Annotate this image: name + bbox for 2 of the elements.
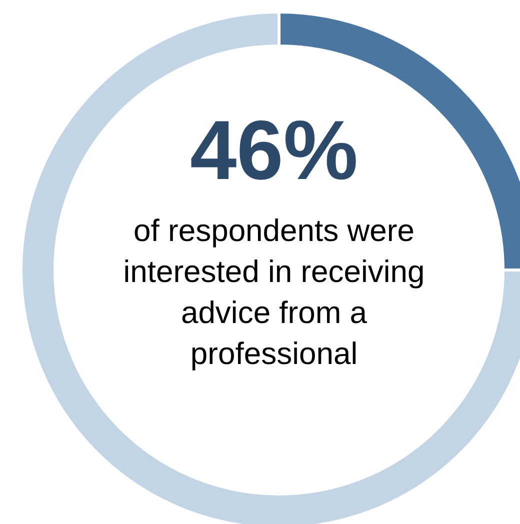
text: of respondents were interested in receiving advice from a professional: [122, 212, 426, 373]
text: 46%: [188, 102, 360, 199]
